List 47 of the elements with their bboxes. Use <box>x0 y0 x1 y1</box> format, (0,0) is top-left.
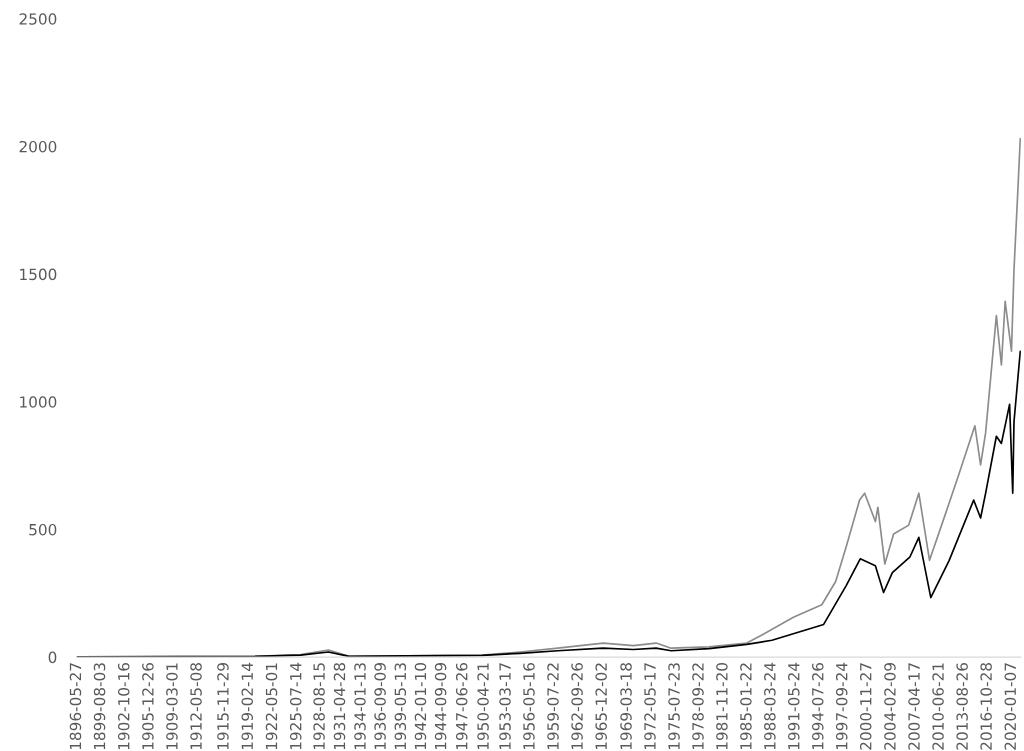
x-tick-label: 1956-05-16 <box>523 662 535 750</box>
x-tick-label: 1896-05-27 <box>69 663 82 750</box>
y-tick-label: 0 <box>48 651 57 664</box>
x-tick-label: 1912-05-08 <box>190 663 202 750</box>
x-tick-label: 1972-05-17 <box>644 663 656 750</box>
x-tick-label: 2000-11-27 <box>859 663 872 750</box>
x-tick-label: 1959-07-22 <box>547 663 559 750</box>
x-tick-label: 2007-04-17 <box>908 663 920 750</box>
x-tick-label: 2010-06-21 <box>932 663 944 750</box>
x-tick-label: 1899-08-03 <box>93 663 106 750</box>
y-tick-label: 1000 <box>20 396 57 408</box>
y-tick-label: 2000 <box>19 140 57 153</box>
x-tick-label: 1975-07-23 <box>668 663 680 750</box>
y-tick-label: 2500 <box>19 13 57 25</box>
x-tick-label: 1991-05-24 <box>788 662 800 750</box>
x-tick-label: 1915-11-29 <box>217 663 229 750</box>
x-tick-label: 1947-06-26 <box>455 662 468 750</box>
x-tick-label: 1902-10-16 <box>117 662 130 750</box>
x-tick-label: 1997-09-24 <box>835 662 848 750</box>
x-tick-label: 1994-07-26 <box>812 662 824 750</box>
x-tick-label: 2020-01-07 <box>1004 663 1017 750</box>
x-tick-label: 1919-02-14 <box>241 662 254 750</box>
x-tick-label: 1988-03-24 <box>764 662 776 750</box>
x-tick-label: 1934-01-13 <box>354 663 366 750</box>
x-tick-label: 1931-04-28 <box>333 663 346 750</box>
x-tick-label: 1950-04-21 <box>477 663 489 750</box>
x-tick-label: 2004-02-09 <box>884 663 896 750</box>
y-tick-label: 500 <box>29 523 57 536</box>
x-tick-label: 1925-07-14 <box>289 662 302 750</box>
x-tick-label: 1965-12-02 <box>595 663 607 750</box>
x-tick-label: 1939-05-13 <box>394 663 407 750</box>
x-tick-label: 1936-09-09 <box>374 663 386 750</box>
x-tick-label: 1909-03-01 <box>166 663 178 750</box>
x-tick-label: 1928-08-15 <box>313 663 325 750</box>
x-tick-label: 1944-09-09 <box>434 663 447 750</box>
x-tick-label: 1905-12-26 <box>142 662 154 750</box>
x-tick-label: 1978-09-22 <box>692 663 704 750</box>
x-tick-label: 1953-03-17 <box>499 663 511 750</box>
x-tick-label: 1942-01-10 <box>414 663 427 750</box>
x-tick-label: 1969-03-18 <box>620 663 632 750</box>
y-tick-label: 1500 <box>20 268 57 281</box>
x-tick-label: 2013-08-26 <box>956 662 968 750</box>
x-tick-label: 2016-10-28 <box>980 663 992 750</box>
x-tick-label: 1922-05-01 <box>265 663 278 750</box>
x-tick-label: 1981-11-20 <box>716 663 728 750</box>
x-tick-label: 1962-09-26 <box>571 662 583 750</box>
x-tick-label: 1985-01-22 <box>740 663 752 750</box>
